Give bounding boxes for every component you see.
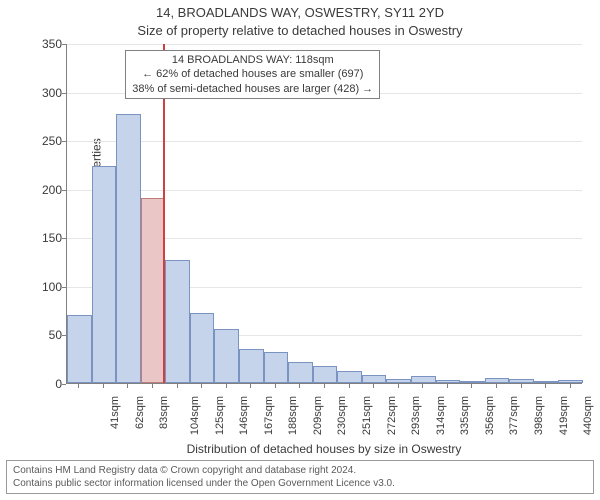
y-tick-label: 100 [28, 280, 62, 294]
x-tick-mark [127, 384, 128, 388]
y-tick-mark [62, 384, 66, 385]
footer-attribution: Contains HM Land Registry data © Crown c… [6, 460, 594, 494]
x-tick-label: 125sqm [214, 396, 226, 435]
x-tick-label: 356sqm [484, 396, 496, 435]
x-tick-label: 146sqm [238, 396, 250, 435]
x-tick-label: 104sqm [189, 396, 201, 435]
histogram-bar [288, 362, 313, 383]
footer-line1: Contains HM Land Registry data © Crown c… [13, 464, 587, 477]
x-tick-label: 188sqm [287, 396, 299, 435]
annotation-line1: 14 BROADLANDS WAY: 118sqm [132, 53, 373, 67]
histogram-bar [558, 380, 583, 383]
title-block: 14, BROADLANDS WAY, OSWESTRY, SY11 2YD S… [0, 0, 600, 40]
y-tick-label: 50 [28, 328, 62, 342]
x-tick-mark [373, 384, 374, 388]
x-tick-label: 314sqm [435, 396, 447, 435]
x-tick-label: 377sqm [509, 396, 521, 435]
histogram-bar [165, 260, 190, 383]
histogram-bar [116, 114, 141, 383]
histogram-bar [386, 379, 411, 383]
x-tick-mark [78, 384, 79, 388]
x-tick-label: 272sqm [386, 396, 398, 435]
x-tick-mark [398, 384, 399, 388]
x-tick-label: 209sqm [312, 396, 324, 435]
histogram-bar [239, 349, 264, 383]
histogram-bar [436, 380, 461, 383]
x-tick-mark [545, 384, 546, 388]
x-tick-mark [152, 384, 153, 388]
histogram-bar [313, 366, 338, 383]
grid-line [67, 190, 582, 191]
histogram-bar [214, 329, 239, 383]
grid-line [67, 44, 582, 45]
histogram-bar [141, 198, 166, 383]
x-tick-mark [177, 384, 178, 388]
y-tick-label: 250 [28, 134, 62, 148]
x-tick-mark [103, 384, 104, 388]
x-axis-label: Distribution of detached houses by size … [66, 442, 582, 456]
x-tick-mark [349, 384, 350, 388]
x-tick-label: 398sqm [533, 396, 545, 435]
histogram-bar [190, 313, 215, 383]
x-tick-label: 335sqm [459, 396, 471, 435]
histogram-bar [67, 315, 92, 383]
x-tick-mark [447, 384, 448, 388]
annotation-line3: 38% of semi-detached houses are larger (… [132, 82, 373, 96]
x-tick-mark [226, 384, 227, 388]
histogram-bar [337, 371, 362, 383]
y-tick-label: 0 [28, 377, 62, 391]
histogram-bar [264, 352, 289, 383]
x-tick-mark [422, 384, 423, 388]
x-tick-mark [521, 384, 522, 388]
x-tick-mark [275, 384, 276, 388]
plot-area: 14 BROADLANDS WAY: 118sqm ← 62% of detac… [66, 44, 582, 384]
x-tick-mark [570, 384, 571, 388]
title-address: 14, BROADLANDS WAY, OSWESTRY, SY11 2YD [0, 4, 600, 22]
x-tick-mark [250, 384, 251, 388]
histogram-bar [509, 379, 534, 383]
histogram-bar [411, 376, 436, 383]
y-tick-label: 350 [28, 37, 62, 51]
title-subtitle: Size of property relative to detached ho… [0, 22, 600, 40]
grid-line [67, 141, 582, 142]
x-tick-label: 41sqm [109, 396, 121, 429]
annotation-box: 14 BROADLANDS WAY: 118sqm ← 62% of detac… [125, 50, 380, 99]
histogram-bar [460, 381, 485, 383]
y-tick-label: 300 [28, 86, 62, 100]
y-tick-label: 150 [28, 231, 62, 245]
histogram-bar [92, 166, 117, 383]
histogram-bar [362, 375, 387, 383]
x-tick-label: 419sqm [558, 396, 570, 435]
histogram-bar [485, 378, 510, 383]
x-tick-label: 293sqm [410, 396, 422, 435]
x-tick-label: 167sqm [263, 396, 275, 435]
y-tick-label: 200 [28, 183, 62, 197]
x-tick-label: 230sqm [337, 396, 349, 435]
x-tick-label: 251sqm [361, 396, 373, 435]
x-tick-mark [324, 384, 325, 388]
x-tick-mark [496, 384, 497, 388]
x-tick-mark [299, 384, 300, 388]
x-tick-label: 440sqm [582, 396, 594, 435]
histogram-bar [534, 381, 559, 383]
x-tick-label: 62sqm [134, 396, 146, 429]
annotation-line2: ← 62% of detached houses are smaller (69… [132, 67, 373, 81]
chart-container: Number of detached properties 0501001502… [42, 44, 582, 420]
x-tick-label: 83sqm [158, 396, 170, 429]
x-tick-mark [471, 384, 472, 388]
footer-line2: Contains public sector information licen… [13, 477, 587, 490]
x-tick-mark [201, 384, 202, 388]
